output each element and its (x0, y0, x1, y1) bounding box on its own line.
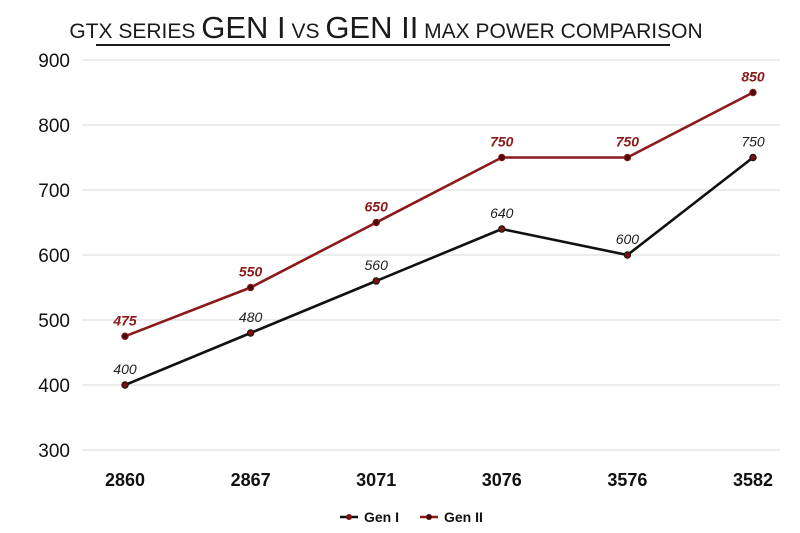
legend: Gen I Gen II (340, 509, 483, 525)
data-label: 475 (112, 312, 137, 328)
y-tick-label: 800 (38, 116, 70, 137)
data-point (372, 277, 380, 285)
data-label: 650 (365, 199, 389, 215)
data-label: 560 (365, 257, 389, 273)
data-point (498, 225, 506, 233)
title-part: GTX SERIES (69, 20, 201, 43)
data-label: 600 (616, 231, 640, 247)
data-label: 550 (239, 264, 263, 280)
x-tick-label: 3582 (733, 470, 773, 490)
x-tick-label: 2860 (105, 470, 145, 490)
gridlines (82, 59, 780, 451)
data-label: 480 (239, 309, 263, 325)
data-label: 850 (741, 69, 765, 85)
y-tick-label: 500 (38, 311, 70, 332)
legend-label: Gen I (364, 509, 399, 525)
data-label: 640 (490, 205, 514, 221)
data-labels: 400 480 560 640 600 750 475 550 650 750 750 850 (112, 69, 765, 378)
data-point (372, 218, 380, 227)
y-tick-label: 600 (38, 246, 70, 267)
data-point (246, 283, 255, 292)
y-tick-label: 300 (38, 441, 70, 462)
series-line-gen-i (124, 156, 754, 387)
series-lines (121, 88, 757, 389)
data-point (749, 153, 757, 162)
data-point (121, 381, 129, 389)
title-part: GEN I (201, 10, 285, 45)
chart-title: GTX SERIES GEN I VS GEN II MAX POWER COM… (69, 10, 703, 46)
data-label: 750 (616, 134, 640, 150)
title-part: VS (286, 20, 326, 43)
data-label: 400 (113, 361, 137, 377)
data-label: 750 (490, 134, 514, 150)
data-point (623, 251, 632, 259)
x-tick-label: 2867 (231, 470, 271, 490)
title-part: GEN II (325, 10, 418, 45)
data-label: 750 (741, 134, 765, 150)
legend-label: Gen II (444, 509, 483, 525)
legend-marker (346, 514, 352, 520)
y-axis-ticks: 900 800 700 600 500 400 300 (38, 51, 70, 462)
x-tick-label: 3576 (607, 470, 647, 490)
data-point (246, 329, 255, 337)
data-point (121, 332, 129, 340)
y-tick-label: 400 (38, 376, 70, 397)
series-line-gen-ii (124, 91, 754, 338)
x-axis-ticks: 2860 2867 3071 3076 3576 3582 (105, 470, 773, 490)
data-point (749, 88, 757, 97)
y-tick-label: 900 (38, 51, 70, 72)
legend-marker (426, 514, 432, 520)
title-part: MAX POWER COMPARISON (418, 20, 702, 43)
data-point (498, 153, 506, 162)
x-tick-label: 3071 (356, 470, 396, 490)
chart-title-text: GTX SERIES GEN I VS GEN II MAX POWER COM… (69, 10, 702, 45)
data-point (623, 153, 632, 162)
y-tick-label: 700 (38, 181, 70, 202)
x-tick-label: 3076 (482, 470, 522, 490)
